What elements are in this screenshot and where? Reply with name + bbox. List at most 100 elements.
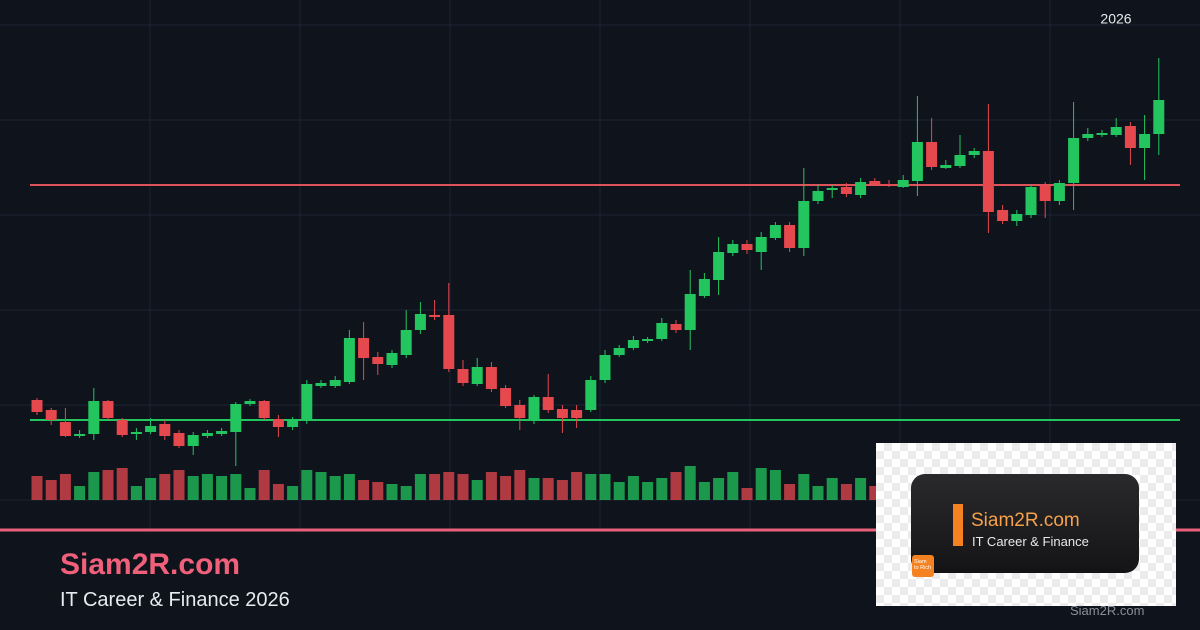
candle-body	[784, 225, 796, 248]
candle-body	[514, 405, 526, 418]
year-label: 2026	[1100, 11, 1131, 27]
candle-body	[1025, 187, 1037, 215]
candle-body	[130, 432, 142, 434]
volume-bar	[684, 466, 696, 500]
volume-bar	[642, 482, 654, 500]
volume-bar	[443, 472, 455, 500]
volume-bar	[102, 470, 114, 500]
watermark: Siam2R.com	[1070, 603, 1145, 618]
candle-body	[627, 340, 639, 348]
volume-bar	[400, 486, 412, 500]
volume-bar	[216, 476, 228, 500]
logo-card: Siam2R.com IT Career & Finance Siam to R…	[911, 474, 1139, 577]
volume-bar	[414, 474, 426, 500]
logo-bar	[953, 504, 963, 546]
volume-bar	[528, 478, 540, 500]
volume-bar	[713, 478, 725, 500]
candle-body	[244, 401, 256, 404]
candle-body	[698, 279, 710, 296]
candle-body	[471, 367, 483, 384]
volume-bar	[145, 478, 157, 500]
volume-bar	[301, 470, 313, 500]
tagline: IT Career & Finance 2026	[60, 589, 290, 611]
candle-body	[1039, 186, 1051, 201]
volume-bar	[727, 472, 739, 500]
volume-bar	[571, 472, 583, 500]
candle-body	[1139, 134, 1151, 148]
logo-badge: Siam to Rich	[912, 555, 934, 577]
candle-body	[457, 369, 469, 383]
candle-body	[1153, 100, 1165, 134]
candle-body	[684, 294, 696, 330]
volume-bar	[258, 470, 270, 500]
candle-body	[500, 388, 512, 406]
volume-bar	[798, 474, 810, 500]
volume-bar	[88, 472, 100, 500]
candle-body	[386, 353, 398, 365]
candle-body	[31, 400, 43, 412]
volume-bar	[855, 478, 867, 500]
volume-bar	[386, 484, 398, 500]
candle-body	[812, 191, 824, 201]
candle-body	[713, 252, 725, 280]
volume-bar	[429, 474, 441, 500]
candle-body	[400, 330, 412, 355]
volume-bar	[627, 476, 639, 500]
badge-text: to Rich	[914, 565, 932, 571]
volume-bar	[116, 468, 128, 500]
candle-body	[883, 184, 895, 185]
candle-body	[1124, 126, 1136, 148]
volume-bar	[31, 476, 43, 500]
candle-body	[656, 323, 668, 339]
candle-body	[343, 338, 355, 382]
candle-body	[102, 401, 114, 418]
volume-bar	[343, 474, 355, 500]
candle-body	[329, 380, 341, 386]
candle-body	[869, 181, 881, 184]
volume-bar	[471, 480, 483, 500]
volume-bar	[698, 482, 710, 500]
volume-bar	[784, 484, 796, 500]
volume-bar	[599, 474, 611, 500]
volume-bar	[826, 478, 838, 500]
volume-bar	[329, 476, 341, 500]
volume-bar	[613, 482, 625, 500]
candle-body	[940, 165, 952, 168]
volume-bar	[485, 472, 497, 500]
site-name: Siam2R.com	[60, 548, 241, 581]
logo-subtitle: IT Career & Finance	[972, 534, 1089, 549]
candle-body	[727, 244, 739, 253]
candle-body	[216, 431, 228, 434]
candle-body	[556, 409, 568, 418]
candle-body	[414, 314, 426, 330]
candle-body	[968, 151, 980, 155]
candle-body	[287, 420, 299, 427]
volume-bar	[656, 478, 668, 500]
logo-title: Siam2R.com	[971, 510, 1080, 531]
candle-body	[798, 201, 810, 248]
volume-bar	[670, 472, 682, 500]
candle-body	[840, 187, 852, 194]
candle-body	[599, 355, 611, 380]
candle-body	[926, 142, 938, 167]
logo-box: Siam2R.com IT Career & Finance Siam to R…	[876, 443, 1176, 606]
candle-body	[358, 338, 370, 358]
candle-body	[272, 419, 284, 427]
volume-bar	[556, 480, 568, 500]
volume-bar	[755, 468, 767, 500]
volume-bar	[585, 474, 597, 500]
candle-body	[45, 410, 57, 420]
candle-body	[982, 151, 994, 212]
candle-body	[769, 225, 781, 238]
candle-body	[159, 424, 171, 436]
candle-body	[372, 357, 384, 364]
candle-body	[187, 435, 199, 446]
candle-body	[230, 404, 242, 432]
volume-bar	[272, 484, 284, 500]
candle-body	[542, 397, 554, 410]
badge-text: Siam	[914, 559, 927, 565]
volume-bar	[287, 486, 299, 500]
candle-body	[997, 210, 1009, 221]
candle-body	[585, 380, 597, 410]
